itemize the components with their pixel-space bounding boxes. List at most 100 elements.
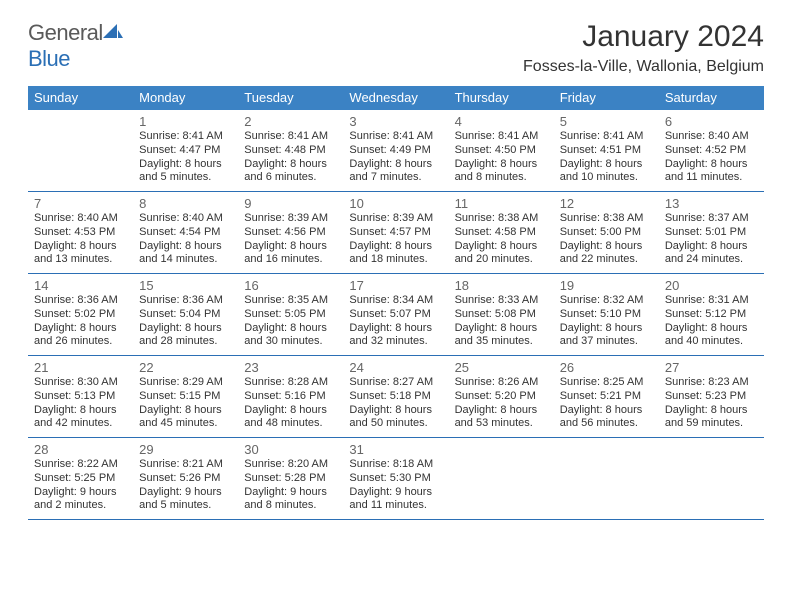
daylight-line: Daylight: 8 hours [139, 158, 232, 172]
day-cell: 2Sunrise: 8:41 AMSunset: 4:48 PMDaylight… [238, 110, 343, 191]
sunrise-line: Sunrise: 8:36 AM [139, 294, 232, 308]
day-cell: 12Sunrise: 8:38 AMSunset: 5:00 PMDayligh… [554, 192, 659, 273]
day-cell: 22Sunrise: 8:29 AMSunset: 5:15 PMDayligh… [133, 356, 238, 437]
daylight-line: and 53 minutes. [455, 417, 548, 431]
day-cell: 8Sunrise: 8:40 AMSunset: 4:54 PMDaylight… [133, 192, 238, 273]
daylight-line: Daylight: 8 hours [349, 158, 442, 172]
daylight-line: Daylight: 8 hours [455, 158, 548, 172]
daylight-line: Daylight: 8 hours [560, 240, 653, 254]
weeks-container: 1Sunrise: 8:41 AMSunset: 4:47 PMDaylight… [28, 110, 764, 520]
sunset-line: Sunset: 4:51 PM [560, 144, 653, 158]
sunrise-line: Sunrise: 8:32 AM [560, 294, 653, 308]
day-number: 17 [349, 278, 442, 293]
daylight-line: and 13 minutes. [34, 253, 127, 267]
day-number: 5 [560, 114, 653, 129]
daylight-line: and 22 minutes. [560, 253, 653, 267]
sunset-line: Sunset: 5:18 PM [349, 390, 442, 404]
day-cell: 16Sunrise: 8:35 AMSunset: 5:05 PMDayligh… [238, 274, 343, 355]
day-number: 25 [455, 360, 548, 375]
daylight-line: Daylight: 8 hours [455, 240, 548, 254]
daylight-line: Daylight: 8 hours [349, 240, 442, 254]
day-number: 1 [139, 114, 232, 129]
daylight-line: and 7 minutes. [349, 171, 442, 185]
day-number: 13 [665, 196, 758, 211]
daylight-line: Daylight: 8 hours [244, 322, 337, 336]
daylight-line: Daylight: 9 hours [139, 486, 232, 500]
sunrise-line: Sunrise: 8:41 AM [455, 130, 548, 144]
sunset-line: Sunset: 5:30 PM [349, 472, 442, 486]
day-cell: 11Sunrise: 8:38 AMSunset: 4:58 PMDayligh… [449, 192, 554, 273]
sunset-line: Sunset: 4:47 PM [139, 144, 232, 158]
sunrise-line: Sunrise: 8:41 AM [139, 130, 232, 144]
sunrise-line: Sunrise: 8:29 AM [139, 376, 232, 390]
day-number: 26 [560, 360, 653, 375]
day-number: 16 [244, 278, 337, 293]
sunrise-line: Sunrise: 8:41 AM [244, 130, 337, 144]
daylight-line: Daylight: 8 hours [665, 240, 758, 254]
daylight-line: Daylight: 9 hours [244, 486, 337, 500]
weekday-header: Thursday [449, 86, 554, 110]
day-cell: 7Sunrise: 8:40 AMSunset: 4:53 PMDaylight… [28, 192, 133, 273]
daylight-line: Daylight: 8 hours [244, 240, 337, 254]
daylight-line: and 20 minutes. [455, 253, 548, 267]
daylight-line: and 56 minutes. [560, 417, 653, 431]
daylight-line: Daylight: 8 hours [455, 322, 548, 336]
day-cell: 13Sunrise: 8:37 AMSunset: 5:01 PMDayligh… [659, 192, 764, 273]
day-number: 12 [560, 196, 653, 211]
sunset-line: Sunset: 5:02 PM [34, 308, 127, 322]
day-cell-empty [28, 110, 133, 191]
day-cell: 26Sunrise: 8:25 AMSunset: 5:21 PMDayligh… [554, 356, 659, 437]
day-number: 19 [560, 278, 653, 293]
sunrise-line: Sunrise: 8:40 AM [139, 212, 232, 226]
daylight-line: Daylight: 8 hours [349, 404, 442, 418]
sunrise-line: Sunrise: 8:33 AM [455, 294, 548, 308]
sunset-line: Sunset: 5:05 PM [244, 308, 337, 322]
day-number: 28 [34, 442, 127, 457]
day-cell: 10Sunrise: 8:39 AMSunset: 4:57 PMDayligh… [343, 192, 448, 273]
day-cell: 14Sunrise: 8:36 AMSunset: 5:02 PMDayligh… [28, 274, 133, 355]
sunrise-line: Sunrise: 8:41 AM [560, 130, 653, 144]
daylight-line: Daylight: 8 hours [244, 158, 337, 172]
weekday-header: Saturday [659, 86, 764, 110]
day-cell: 31Sunrise: 8:18 AMSunset: 5:30 PMDayligh… [343, 438, 448, 519]
weekday-header: Wednesday [343, 86, 448, 110]
daylight-line: and 8 minutes. [244, 499, 337, 513]
sunset-line: Sunset: 4:49 PM [349, 144, 442, 158]
daylight-line: and 6 minutes. [244, 171, 337, 185]
sunset-line: Sunset: 4:53 PM [34, 226, 127, 240]
daylight-line: Daylight: 8 hours [455, 404, 548, 418]
day-number: 2 [244, 114, 337, 129]
day-number: 22 [139, 360, 232, 375]
daylight-line: and 16 minutes. [244, 253, 337, 267]
daylight-line: and 5 minutes. [139, 171, 232, 185]
daylight-line: and 8 minutes. [455, 171, 548, 185]
sunrise-line: Sunrise: 8:28 AM [244, 376, 337, 390]
daylight-line: and 5 minutes. [139, 499, 232, 513]
day-number: 9 [244, 196, 337, 211]
daylight-line: Daylight: 8 hours [244, 404, 337, 418]
day-number: 15 [139, 278, 232, 293]
day-cell: 25Sunrise: 8:26 AMSunset: 5:20 PMDayligh… [449, 356, 554, 437]
sunrise-line: Sunrise: 8:21 AM [139, 458, 232, 472]
daylight-line: Daylight: 8 hours [34, 322, 127, 336]
daylight-line: and 35 minutes. [455, 335, 548, 349]
week-row: 7Sunrise: 8:40 AMSunset: 4:53 PMDaylight… [28, 192, 764, 274]
sunrise-line: Sunrise: 8:36 AM [34, 294, 127, 308]
day-number: 24 [349, 360, 442, 375]
weekday-header: Friday [554, 86, 659, 110]
day-cell: 4Sunrise: 8:41 AMSunset: 4:50 PMDaylight… [449, 110, 554, 191]
sunset-line: Sunset: 5:01 PM [665, 226, 758, 240]
day-cell: 6Sunrise: 8:40 AMSunset: 4:52 PMDaylight… [659, 110, 764, 191]
day-cell: 21Sunrise: 8:30 AMSunset: 5:13 PMDayligh… [28, 356, 133, 437]
sunset-line: Sunset: 5:10 PM [560, 308, 653, 322]
logo-sail-icon [103, 20, 123, 46]
page-title: January 2024 [523, 20, 764, 54]
sunset-line: Sunset: 4:57 PM [349, 226, 442, 240]
sunset-line: Sunset: 5:15 PM [139, 390, 232, 404]
sunset-line: Sunset: 5:23 PM [665, 390, 758, 404]
day-cell: 9Sunrise: 8:39 AMSunset: 4:56 PMDaylight… [238, 192, 343, 273]
day-cell: 15Sunrise: 8:36 AMSunset: 5:04 PMDayligh… [133, 274, 238, 355]
day-number: 14 [34, 278, 127, 293]
day-number: 8 [139, 196, 232, 211]
daylight-line: Daylight: 8 hours [139, 240, 232, 254]
